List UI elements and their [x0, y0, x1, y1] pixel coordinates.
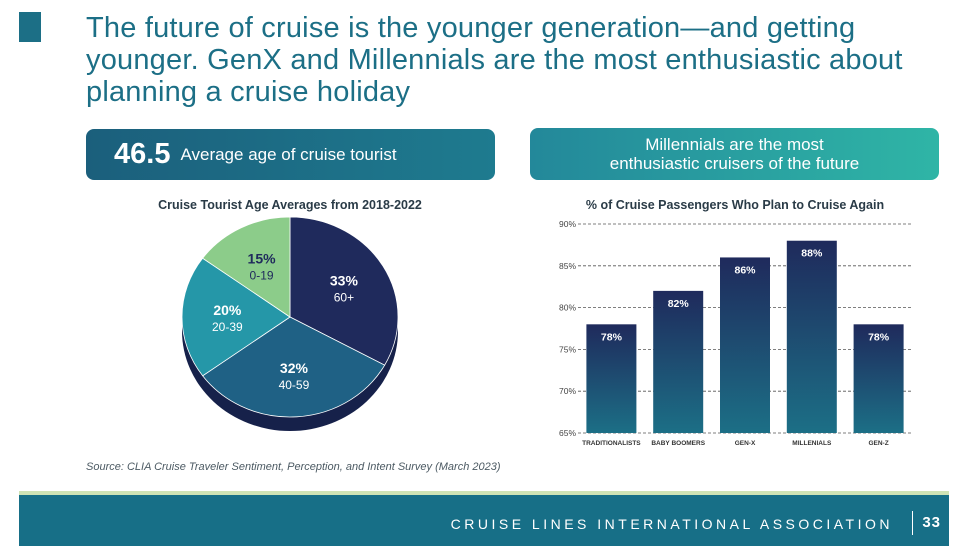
accent-square	[19, 12, 41, 42]
bar-category-label-millenials: MILLENIALS	[792, 440, 832, 447]
bar-ytick-label: 70%	[559, 386, 576, 396]
pie-label-percent-0-19: 15%	[248, 250, 277, 266]
bar-ytick-label: 75%	[559, 344, 576, 354]
bar-gen-z	[853, 324, 904, 433]
bar-millenials	[786, 240, 837, 433]
bar-gen-x	[720, 257, 770, 433]
pie-slice-40-59	[202, 316, 386, 418]
bar-category-label-gen-x: GEN-X	[735, 440, 756, 447]
bar-value-label-millenials: 88%	[801, 248, 823, 260]
footer-divider	[19, 491, 949, 495]
age-pie-chart: 33% 60+ 32% 40-59 20% 20-39 15% 0-19	[181, 216, 399, 431]
pie-label-percent-60: 33%	[330, 272, 359, 288]
bar-value-label-gen-z: 78%	[868, 331, 890, 343]
footer-separator	[912, 511, 913, 535]
page-number: 33	[922, 514, 941, 531]
bar-ytick-label: 90%	[559, 219, 576, 229]
pie-label-percent-40-59: 32%	[280, 360, 309, 376]
headline: The future of cruise is the younger gene…	[86, 12, 903, 108]
callout-line-1: Millennials are the most	[645, 135, 824, 154]
bar-ytick-label: 85%	[559, 261, 576, 271]
pie-label-range-20-39: 20-39	[212, 320, 243, 334]
pie-slice-0-19	[202, 216, 291, 318]
average-age-label: Average age of cruise tourist	[180, 144, 397, 164]
bar-category-label-gen-z: GEN-Z	[868, 440, 888, 447]
pie-label-range-60: 60+	[334, 290, 354, 304]
bar-baby-boomers	[653, 290, 704, 433]
bar-value-label-traditionalists: 78%	[601, 331, 623, 343]
pie-label-range-40-59: 40-59	[279, 378, 310, 392]
cruise-again-bar-chart: 90% 85% 80% 75% 70% 65% 78% TRADITIONALISTS 82% B…	[559, 219, 912, 447]
pie-label-range-0-19: 0-19	[250, 268, 274, 282]
average-age-value: 46.5	[114, 138, 171, 170]
pie-label-percent-20-39: 20%	[213, 302, 242, 318]
pie-chart-title: Cruise Tourist Age Averages from 2018-20…	[158, 198, 422, 212]
footer-organization: CRUISE LINES INTERNATIONAL ASSOCIATION	[450, 516, 893, 532]
bar-ytick-label: 65%	[559, 428, 576, 438]
pie-slice-60	[289, 216, 399, 366]
bar-chart-title: % of Cruise Passengers Who Plan to Cruis…	[585, 198, 885, 212]
pie-slice-20-39	[181, 257, 291, 377]
source-note: Source: CLIA Cruise Traveler Sentiment, …	[86, 461, 501, 473]
bar-category-label-traditionalists: TRADITIONALISTS	[582, 440, 641, 447]
millennials-callout: Millennials are the most enthusiastic cr…	[530, 128, 939, 180]
bar-value-label-baby-boomers: 82%	[668, 298, 690, 310]
callout-line-2: enthusiastic cruisers of the future	[609, 154, 860, 173]
average-age-banner: 46.5 Average age of cruise tourist	[86, 129, 495, 180]
bar-category-label-baby-boomers: BABY BOOMERS	[651, 440, 705, 447]
bar-traditionalists	[586, 324, 637, 433]
bar-ytick-label: 80%	[559, 303, 576, 313]
footer-bar: CRUISE LINES INTERNATIONAL ASSOCIATION 3…	[19, 495, 949, 546]
bar-value-label-gen-x: 86%	[734, 264, 756, 276]
